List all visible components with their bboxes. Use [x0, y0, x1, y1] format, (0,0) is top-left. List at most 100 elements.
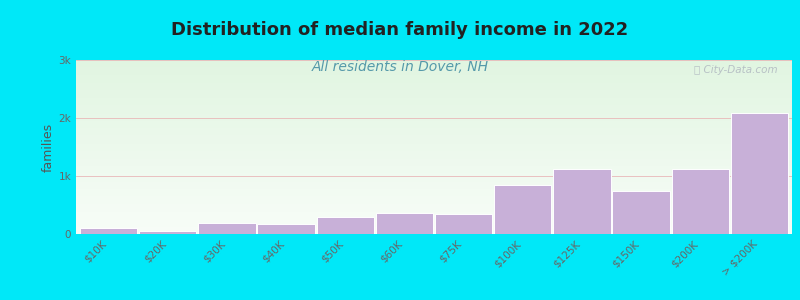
Bar [76, 143, 792, 144]
Bar [76, 85, 792, 86]
Bar [76, 215, 792, 217]
Bar [76, 100, 792, 102]
Bar [76, 172, 792, 173]
Bar [76, 167, 792, 169]
Bar [76, 186, 792, 188]
Bar [76, 121, 792, 122]
Bar [76, 79, 792, 80]
Bar [76, 119, 792, 121]
Bar [76, 224, 792, 225]
Bar [317, 217, 374, 234]
Bar [76, 95, 792, 96]
Bar [76, 114, 792, 115]
Bar [76, 195, 792, 196]
Bar [76, 192, 792, 194]
Bar [76, 134, 792, 135]
Bar [76, 137, 792, 138]
Bar [76, 177, 792, 179]
Bar [76, 190, 792, 192]
Bar [76, 217, 792, 218]
Bar [76, 199, 792, 201]
Bar [76, 106, 792, 108]
Bar [730, 113, 788, 234]
Text: Distribution of median family income in 2022: Distribution of median family income in … [171, 21, 629, 39]
Bar [76, 99, 792, 100]
Bar [76, 122, 792, 124]
Bar [76, 205, 792, 206]
Bar [198, 223, 255, 234]
Bar [76, 111, 792, 112]
Bar [76, 128, 792, 130]
Bar [76, 201, 792, 202]
Bar [76, 124, 792, 125]
Bar [76, 91, 792, 92]
Bar [76, 154, 792, 156]
Bar [554, 169, 610, 234]
Bar [76, 102, 792, 104]
Bar [76, 231, 792, 232]
Bar [76, 225, 792, 227]
Bar [76, 173, 792, 175]
Bar [76, 70, 792, 72]
Bar [76, 76, 792, 77]
Bar [76, 130, 792, 131]
Bar [76, 180, 792, 182]
Bar [76, 98, 792, 99]
Bar [76, 198, 792, 199]
Bar [76, 112, 792, 114]
Bar [76, 63, 792, 64]
Bar [76, 96, 792, 98]
Bar [76, 156, 792, 157]
Bar [76, 188, 792, 189]
Bar [76, 157, 792, 159]
Bar [435, 214, 492, 234]
Bar [76, 125, 792, 127]
Bar [76, 220, 792, 221]
Bar [76, 138, 792, 140]
Bar [258, 224, 314, 234]
Bar [671, 169, 729, 234]
Bar [76, 127, 792, 128]
Bar [76, 218, 792, 220]
Bar [76, 209, 792, 211]
Bar [494, 185, 551, 234]
Bar [76, 211, 792, 212]
Bar [76, 80, 792, 82]
Bar [76, 73, 792, 74]
Bar [76, 88, 792, 89]
Bar [76, 208, 792, 209]
Bar [76, 179, 792, 180]
Bar [76, 214, 792, 215]
Bar [613, 191, 670, 234]
Bar [76, 175, 792, 176]
Bar [76, 66, 792, 67]
Bar [76, 103, 792, 105]
Bar [76, 164, 792, 166]
Bar [76, 144, 792, 146]
Bar [76, 147, 792, 148]
Bar [76, 150, 792, 152]
Bar [76, 222, 792, 224]
Bar [76, 166, 792, 167]
Bar [76, 117, 792, 118]
Bar [76, 67, 792, 69]
Bar [76, 153, 792, 154]
Bar [76, 115, 792, 116]
Bar [76, 108, 792, 109]
Bar [76, 109, 792, 111]
Bar [76, 206, 792, 208]
Bar [76, 230, 792, 231]
Bar [76, 135, 792, 137]
Bar [76, 141, 792, 143]
Bar [376, 212, 433, 234]
Bar [76, 161, 792, 163]
Bar [76, 74, 792, 76]
Bar [76, 194, 792, 195]
Bar [76, 227, 792, 228]
Bar [76, 183, 792, 185]
Bar [76, 148, 792, 150]
Bar [76, 170, 792, 172]
Bar [76, 89, 792, 91]
Bar [76, 189, 792, 190]
Bar [76, 86, 792, 88]
